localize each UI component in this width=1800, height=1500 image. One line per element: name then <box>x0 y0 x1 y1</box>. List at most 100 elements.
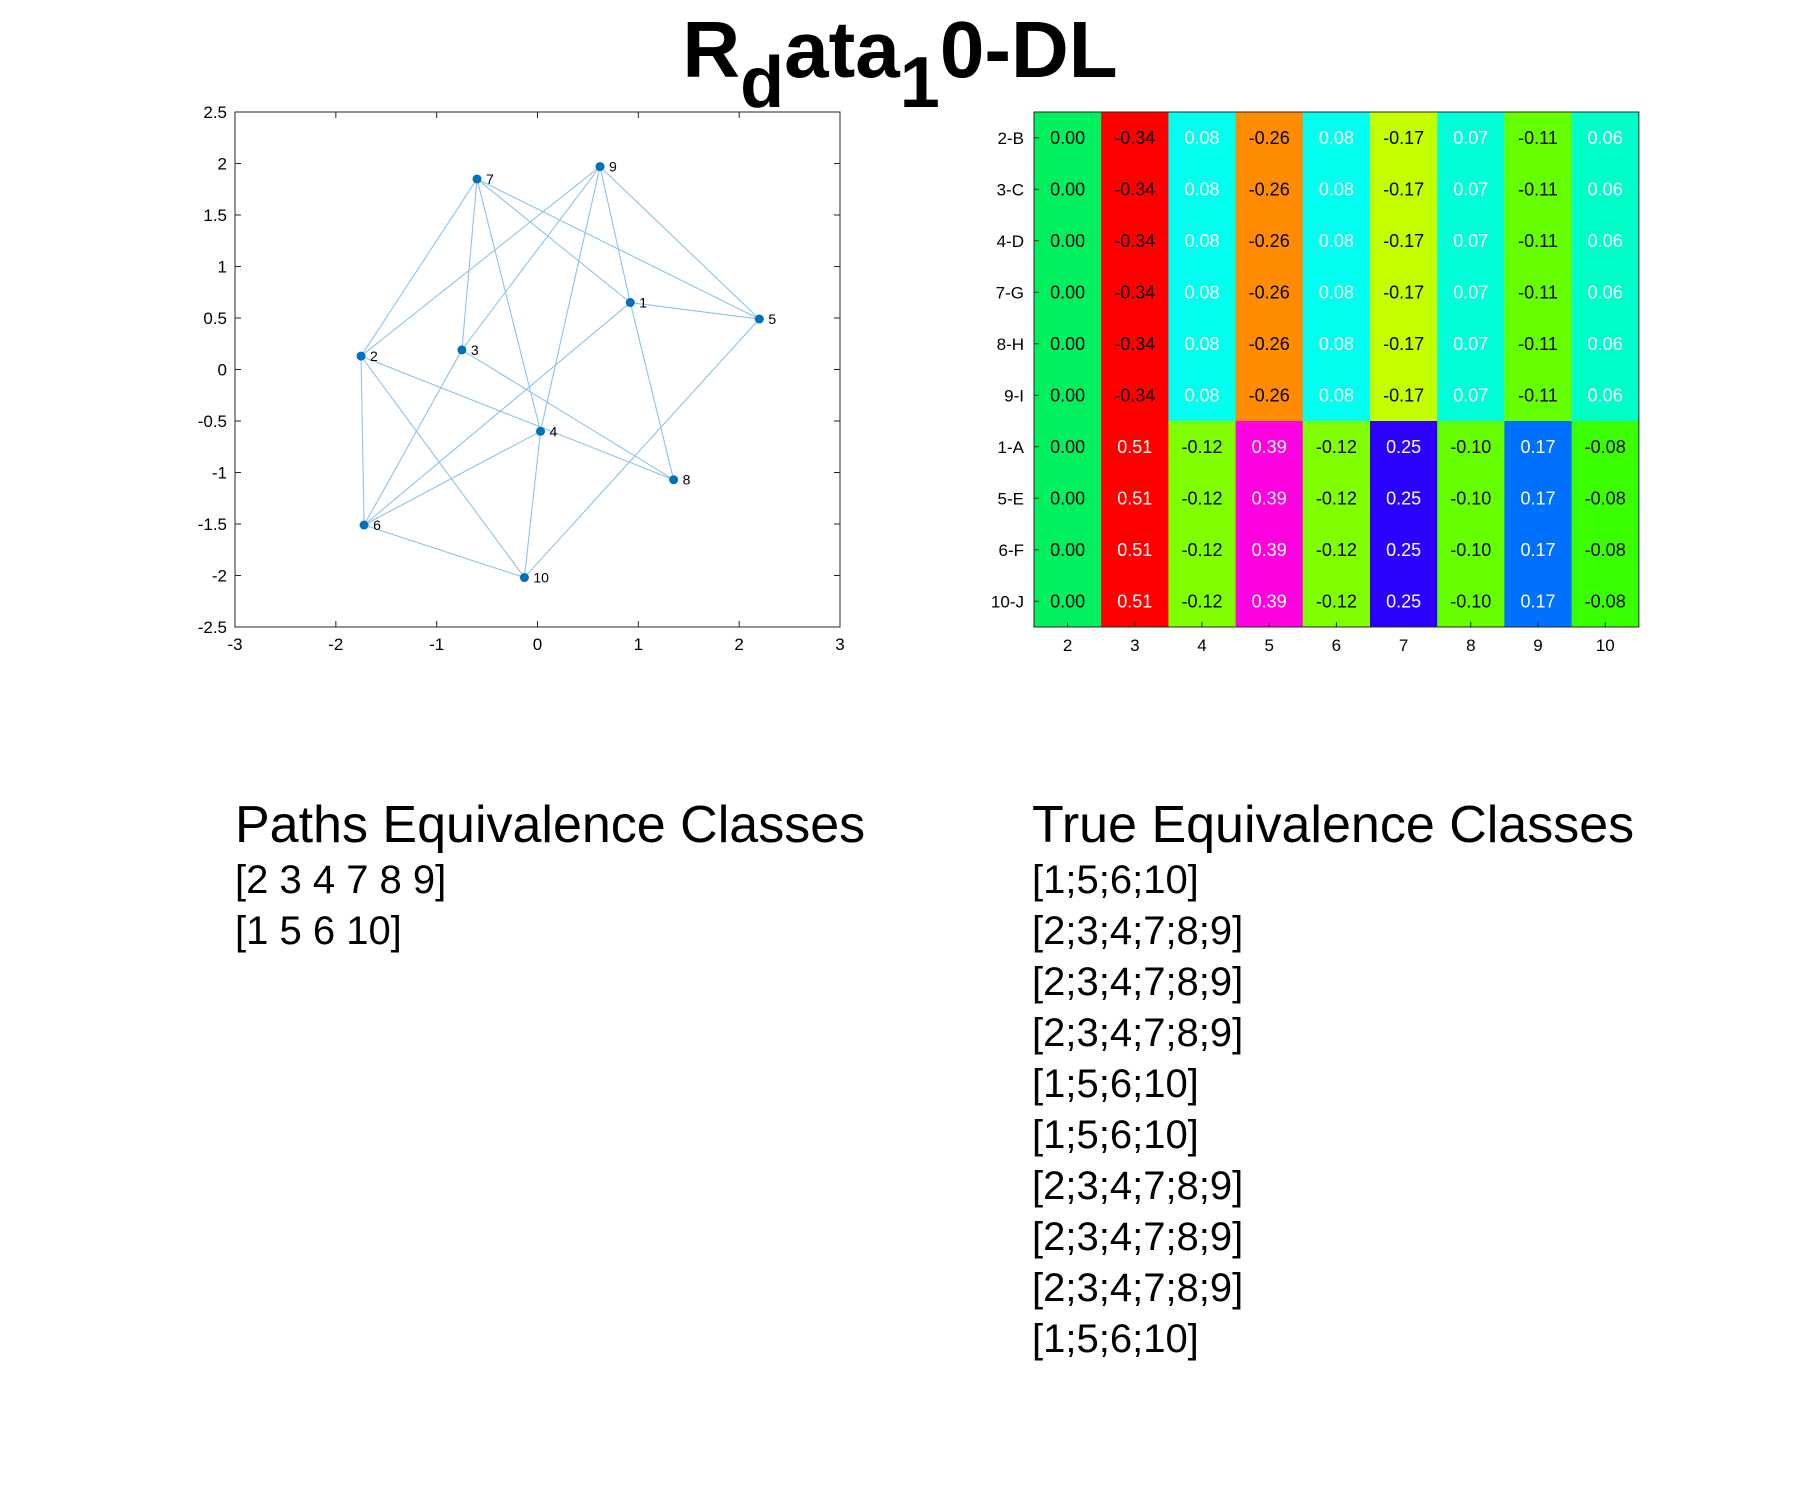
graph-edge <box>599 166 760 320</box>
heatmap-cell-label: -0.26 <box>1249 179 1290 199</box>
heatmap-cell <box>1302 112 1371 164</box>
heatmap-cell-label: 0.17 <box>1520 540 1555 560</box>
heatmap-cell-label: -0.26 <box>1249 282 1290 302</box>
x-tick-label: -2 <box>328 635 343 654</box>
heatmap-cell <box>1034 163 1102 216</box>
heatmap-cell <box>1302 575 1371 628</box>
heatmap-cell <box>1370 575 1438 628</box>
heatmap-cell-label: 0.00 <box>1050 540 1085 560</box>
graph-node <box>359 520 369 530</box>
heatmap-cell <box>1168 472 1237 525</box>
heatmap-cell <box>1034 421 1102 473</box>
heatmap-cell-label: -0.12 <box>1181 591 1222 611</box>
heatmap-cell-label: -0.12 <box>1316 437 1357 457</box>
x-tick-label: 2 <box>734 635 743 654</box>
graph-node <box>356 351 366 361</box>
graph-edge <box>363 524 525 579</box>
graph-edge <box>461 166 601 351</box>
heatmap-row-label: 9-I <box>1004 386 1024 405</box>
graph-edge <box>599 166 631 303</box>
heatmap-cell <box>1302 421 1371 473</box>
heatmap-cell <box>1235 112 1304 164</box>
heatmap-cell-label: -0.08 <box>1585 540 1626 560</box>
heatmap-cell <box>1437 112 1505 164</box>
heatmap-row-label: 10-J <box>991 592 1024 611</box>
graph-edge <box>363 302 631 526</box>
heatmap-col-label: 9 <box>1533 636 1542 655</box>
class-entry: [1 5 6 10] <box>235 909 402 953</box>
heatmap-cell <box>1370 318 1438 370</box>
heatmap-col-label: 6 <box>1332 636 1341 655</box>
heatmap-cell-label: -0.34 <box>1114 231 1155 251</box>
heatmap-row-label: 5-E <box>998 489 1024 508</box>
graph-edge <box>476 178 542 432</box>
heatmap-cell-label: 0.08 <box>1319 282 1354 302</box>
heatmap-cell-label: -0.11 <box>1518 282 1558 302</box>
heatmap-cell-label: 0.06 <box>1588 179 1623 199</box>
heatmap-cell-label: 0.06 <box>1588 385 1623 405</box>
heatmap-cell-label: 0.06 <box>1588 128 1623 148</box>
heatmap-cell-label: 0.51 <box>1117 488 1152 508</box>
heatmap-cell <box>1235 369 1304 422</box>
y-tick-label: 1.5 <box>203 206 227 225</box>
heatmap-cell <box>1370 112 1438 164</box>
heatmap-cell <box>1571 112 1640 164</box>
heatmap-cell-label: 0.00 <box>1050 437 1085 457</box>
heatmap-cell-label: 0.39 <box>1252 437 1287 457</box>
class-entry: [2;3;4;7;8;9] <box>1032 960 1244 1004</box>
heatmap-cell-label: 0.25 <box>1386 488 1421 508</box>
true-classes-heading: True Equivalence Classes <box>1032 796 1635 854</box>
heatmap-col-label: 8 <box>1466 636 1475 655</box>
heatmap-row-label: 4-D <box>997 232 1024 251</box>
heatmap-cell <box>1504 266 1573 319</box>
heatmap-cell-label: -0.34 <box>1114 334 1155 354</box>
heatmap-cell-label: 0.08 <box>1184 334 1219 354</box>
heatmap-cell-label: -0.12 <box>1181 540 1222 560</box>
heatmap-cell-label: -0.10 <box>1450 540 1491 560</box>
heatmap-cell-label: -0.17 <box>1383 231 1424 251</box>
heatmap-cell-label: 0.39 <box>1252 488 1287 508</box>
heatmap-cell <box>1235 472 1304 525</box>
graph-edge <box>360 355 674 481</box>
graph-node <box>754 314 764 324</box>
heatmap-cell <box>1168 421 1237 473</box>
heatmap-cell-label: 0.17 <box>1520 591 1555 611</box>
class-entry: [2;3;4;7;8;9] <box>1032 1266 1244 1310</box>
heatmap-cell-label: -0.12 <box>1316 488 1357 508</box>
heatmap-cell-label: -0.12 <box>1316 591 1357 611</box>
heatmap-cell <box>1235 163 1304 216</box>
heatmap-cell-label: -0.26 <box>1249 128 1290 148</box>
heatmap-cell-label: -0.34 <box>1114 128 1155 148</box>
heatmap-col-label: 2 <box>1063 636 1072 655</box>
heatmap-cell <box>1370 472 1438 525</box>
heatmap-cell-label: -0.34 <box>1114 282 1155 302</box>
heatmap-cell-label: 0.00 <box>1050 385 1085 405</box>
heatmap-cell <box>1302 318 1371 370</box>
heatmap-cell-label: -0.10 <box>1450 591 1491 611</box>
heatmap-cell-label: 0.00 <box>1050 282 1085 302</box>
plot-frame <box>234 111 841 628</box>
heatmap-cell-label: 0.17 <box>1520 488 1555 508</box>
page-title: Rdata10-DL <box>682 5 1118 123</box>
heatmap-cell-label: -0.10 <box>1450 437 1491 457</box>
x-tick-label: -1 <box>429 635 444 654</box>
heatmap-cell <box>1571 472 1640 525</box>
graph-edge <box>360 356 365 526</box>
heatmap-cell <box>1034 266 1102 319</box>
heatmap-cell <box>1034 472 1102 525</box>
heatmap-cell-label: -0.26 <box>1249 334 1290 354</box>
heatmap-cell <box>1437 472 1505 525</box>
heatmap-plot: 0.00 -0.34 0.08 -0.26 0.08 -0.17 0.07 -0.11 0.06… <box>991 111 1640 655</box>
heatmap-cell-label: 0.07 <box>1453 231 1488 251</box>
graph-node <box>519 573 529 583</box>
heatmap-cell <box>1168 112 1237 164</box>
heatmap-cell <box>1504 421 1573 473</box>
heatmap-cell <box>1101 575 1169 628</box>
heatmap-cell-label: 0.17 <box>1520 437 1555 457</box>
x-tick-label: 3 <box>835 635 844 654</box>
heatmap-cell-label: -0.08 <box>1585 488 1626 508</box>
x-tick-label: 0 <box>533 635 542 654</box>
heatmap-cell-label: -0.26 <box>1249 385 1290 405</box>
heatmap-cell-label: 0.07 <box>1453 334 1488 354</box>
class-entry: [1;5;6;10] <box>1032 858 1199 902</box>
